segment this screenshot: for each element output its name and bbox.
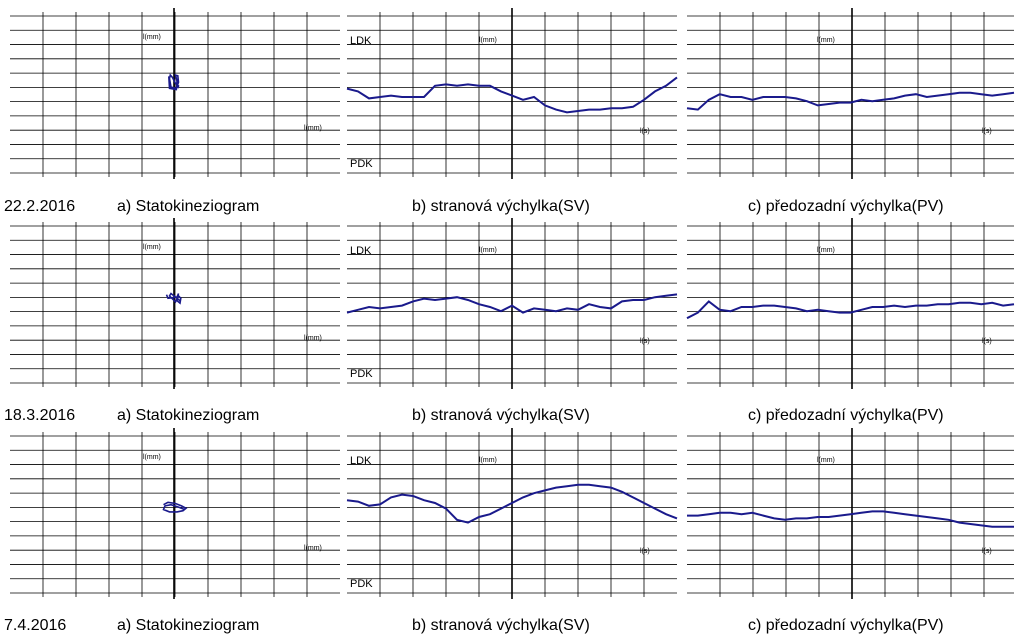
label-a-y-r2: l(mm) <box>143 454 161 461</box>
label-b-x-r1: l(s) <box>640 338 650 345</box>
label-a-y-r0: l(mm) <box>143 34 161 41</box>
label-c-y-r1: l(mm) <box>817 247 835 254</box>
row-date-r1: 18.3.2016 <box>4 407 75 424</box>
label-c-y-r2: l(mm) <box>817 457 835 464</box>
caption-a-r1: a) Statokineziogram <box>117 407 259 424</box>
label-pdk-r0: PDK <box>350 158 373 170</box>
caption-b-r0: b) stranová výchylka(SV) <box>412 198 590 215</box>
label-b-y-r1: l(mm) <box>479 247 497 254</box>
label-b-x-r2: l(s) <box>640 548 650 555</box>
caption-a-r0: a) Statokineziogram <box>117 198 259 215</box>
statokineziogram-trace-r0 <box>168 73 180 91</box>
label-ldk-r0: LDK <box>350 35 372 47</box>
pv-trace-r1 <box>686 300 1015 320</box>
label-ldk-r1: LDK <box>350 245 372 257</box>
caption-b-r2: b) stranová výchylka(SV) <box>412 617 590 634</box>
label-b-y-r0: l(mm) <box>479 37 497 44</box>
label-a-x-r0: l(mm) <box>304 125 322 132</box>
row-date-r0: 22.2.2016 <box>4 198 75 215</box>
label-pdk-r2: PDK <box>350 578 373 590</box>
label-c-y-r0: l(mm) <box>817 37 835 44</box>
sv-trace-r0 <box>346 76 678 114</box>
pv-trace-r0 <box>686 91 1015 111</box>
caption-b-r1: b) stranová výchylka(SV) <box>412 407 590 424</box>
label-a-x-r2: l(mm) <box>304 545 322 552</box>
label-b-y-r2: l(mm) <box>479 457 497 464</box>
label-b-x-r0: l(s) <box>640 128 650 135</box>
caption-a-r2: a) Statokineziogram <box>117 617 259 634</box>
statokineziogram-trace-r1 <box>165 292 182 305</box>
label-a-y-r1: l(mm) <box>143 244 161 251</box>
row-date-r2: 7.4.2016 <box>4 617 66 634</box>
label-c-x-r1: l(s) <box>982 338 992 345</box>
caption-c-r1: c) předozadní výchylka(PV) <box>748 407 944 424</box>
sv-trace-r1 <box>346 293 678 314</box>
statokineziogram-trace-r2 <box>162 501 188 513</box>
pv-trace-r2 <box>687 510 1014 528</box>
label-ldk-r2: LDK <box>350 455 372 467</box>
label-c-x-r2: l(s) <box>982 548 992 555</box>
label-c-x-r0: l(s) <box>982 128 992 135</box>
label-pdk-r1: PDK <box>350 368 373 380</box>
caption-c-r2: c) předozadní výchylka(PV) <box>748 617 944 634</box>
label-a-x-r1: l(mm) <box>304 335 322 342</box>
sv-trace-r2 <box>346 483 678 524</box>
caption-c-r0: c) předozadní výchylka(PV) <box>748 198 944 215</box>
